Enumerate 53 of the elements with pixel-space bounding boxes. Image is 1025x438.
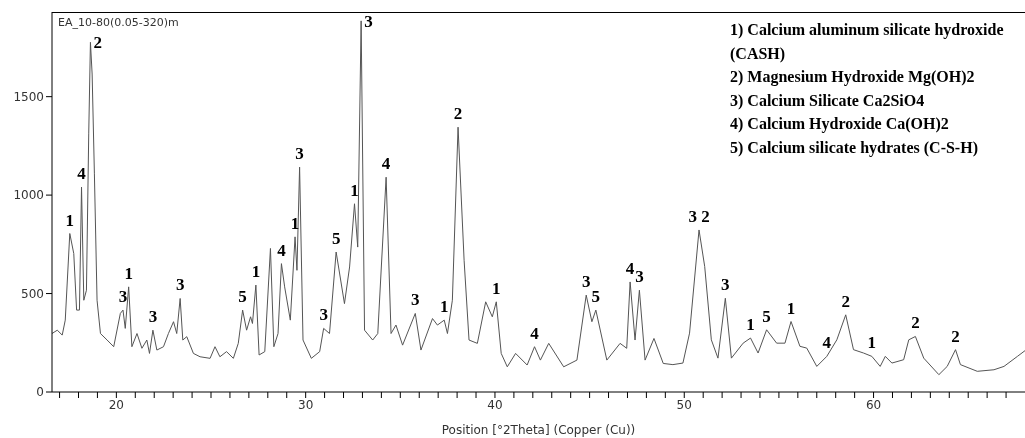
annotation: 4	[277, 240, 287, 260]
annotation: 4	[822, 333, 832, 353]
annotation: 5	[331, 229, 341, 249]
annotation: 1	[492, 278, 501, 298]
annotation: 4	[625, 258, 635, 278]
annotation: 3) Calcium Silicate Ca2SiO4	[730, 90, 926, 112]
y-tick-label: 0	[36, 385, 44, 400]
annotation: 3	[635, 267, 644, 287]
annotation: 1	[65, 210, 75, 230]
annotation: 3	[148, 307, 158, 327]
annotation: 1	[350, 180, 359, 200]
x-tick-label: 20	[108, 397, 124, 412]
annotation: 5	[238, 287, 247, 307]
annotation: 5	[762, 306, 771, 326]
annotation: 5) Calcium silicate hydrates (C-S-H)	[730, 137, 979, 159]
annotation: 1	[867, 333, 877, 353]
annotation: 2	[93, 33, 102, 53]
annotation: EA_10-80(0.05-320)m	[58, 16, 179, 29]
annotation: 3 2	[688, 206, 710, 226]
annotation: 2	[911, 313, 920, 333]
annotation: 4) Calcium Hydroxide Ca(OH)2	[730, 114, 950, 135]
annotation: 1) Calcium aluminum silicate hydroxide	[730, 20, 1004, 41]
annotation: 2	[951, 326, 960, 346]
annotation: 1	[251, 262, 261, 282]
annotation: (CASH)	[730, 43, 787, 65]
y-tick-label: 1500	[13, 89, 44, 104]
annotation: 3	[118, 287, 128, 307]
y-tick-label: 1000	[13, 188, 44, 203]
annotation: 1	[124, 263, 133, 283]
annotation: 3	[411, 290, 420, 310]
annotation: 2) Magnesium Hydroxide Mg(OH)2	[730, 67, 976, 88]
annotation: 3	[364, 11, 373, 31]
x-tick-label: 40	[487, 397, 503, 412]
annotation: 3	[581, 272, 591, 292]
annotation: 3	[721, 275, 730, 295]
annotation: 1	[439, 297, 449, 317]
annotation: 4	[381, 154, 391, 174]
y-tick-label: 500	[21, 286, 44, 301]
x-tick-label: 30	[298, 397, 314, 412]
x-tick-label: 50	[676, 397, 692, 412]
x-axis-title: Position [°2Theta] (Copper (Cu))	[441, 423, 636, 437]
annotation: 3	[175, 275, 185, 295]
annotation: 1	[786, 298, 796, 318]
annotation: 4	[77, 164, 87, 184]
annotation: 3	[295, 144, 304, 164]
annotation: 4	[530, 323, 540, 343]
x-tick-label: 60	[865, 397, 882, 412]
annotation: 1	[290, 213, 300, 233]
annotation: 2	[453, 104, 463, 124]
annotation: 2	[841, 291, 850, 311]
annotation: 5	[591, 287, 601, 307]
annotation: 3	[319, 305, 328, 325]
annotation: 1	[746, 315, 755, 335]
